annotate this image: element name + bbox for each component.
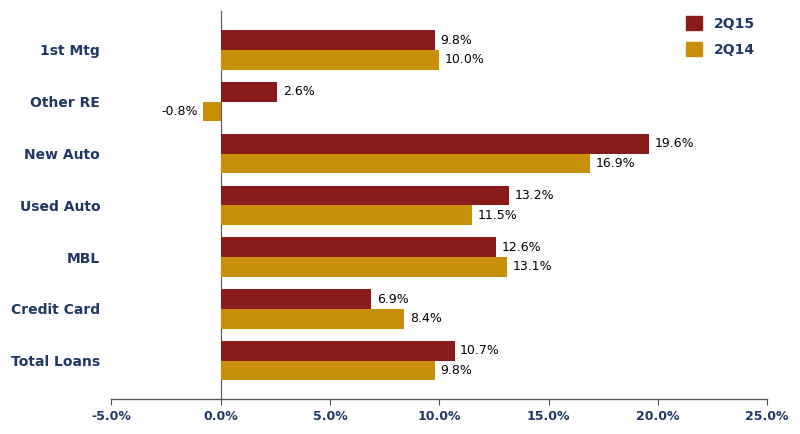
Text: 9.8%: 9.8% [440, 33, 472, 46]
Bar [203, 102, 221, 122]
Text: 6.9%: 6.9% [377, 293, 409, 306]
Bar [221, 186, 509, 205]
Text: 8.4%: 8.4% [410, 312, 442, 325]
Text: 10.0%: 10.0% [445, 53, 485, 66]
Bar [221, 341, 454, 361]
Text: -0.8%: -0.8% [161, 105, 198, 118]
Bar [221, 361, 435, 380]
Text: 10.7%: 10.7% [460, 344, 500, 357]
Bar [221, 237, 496, 257]
Bar [221, 82, 278, 102]
Text: 11.5%: 11.5% [478, 209, 518, 222]
Bar [221, 257, 507, 277]
Bar [221, 50, 439, 69]
Bar [221, 205, 472, 225]
Bar [221, 309, 404, 329]
Text: 16.9%: 16.9% [595, 157, 635, 170]
Text: 13.1%: 13.1% [513, 260, 552, 273]
Text: 13.2%: 13.2% [514, 189, 554, 202]
Legend: 2Q15, 2Q14: 2Q15, 2Q14 [680, 10, 760, 62]
Text: 19.6%: 19.6% [654, 137, 694, 150]
Bar [221, 154, 590, 173]
Bar [221, 289, 371, 309]
Text: 12.6%: 12.6% [502, 241, 541, 254]
Text: 9.8%: 9.8% [440, 364, 472, 377]
Bar [221, 134, 649, 154]
Text: 2.6%: 2.6% [283, 85, 314, 99]
Bar [221, 30, 435, 50]
